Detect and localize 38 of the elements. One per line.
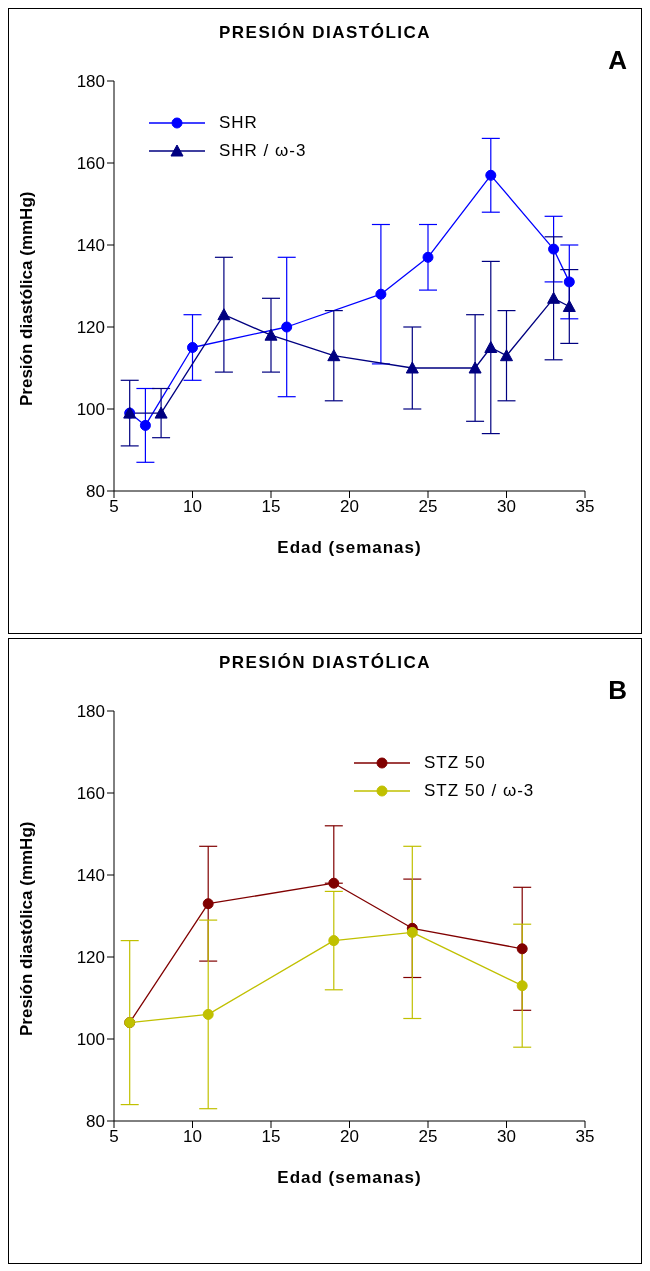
y-tick-label: 160 — [76, 154, 105, 174]
legend-label: STZ 50 / ω-3 — [424, 781, 535, 801]
chart-title: PRESIÓN DIASTÓLICA — [217, 653, 433, 673]
legend-label: SHR / ω-3 — [219, 141, 307, 161]
y-tick-label: 120 — [76, 318, 105, 338]
y-tick-label: 160 — [76, 784, 105, 804]
y-tick-label: 80 — [86, 1112, 105, 1132]
y-tick-label: 180 — [76, 72, 105, 92]
x-tick-label: 30 — [497, 1127, 516, 1147]
text: B — [608, 675, 627, 706]
x-tick-label: 10 — [183, 1127, 202, 1147]
chart-title: PRESIÓN DIASTÓLICA — [217, 23, 433, 43]
x-tick-label: 5 — [109, 497, 119, 517]
y-tick-label: 180 — [76, 702, 105, 722]
y-tick-label: 100 — [76, 1030, 105, 1050]
y-tick-label: 80 — [86, 482, 105, 502]
y-tick-label: 140 — [76, 866, 105, 886]
legend-label: SHR — [219, 113, 258, 133]
x-tick-label: 35 — [575, 497, 595, 517]
x-tick-label: 20 — [340, 1127, 359, 1147]
x-tick-label: 15 — [261, 497, 281, 517]
x-tick-label: 10 — [183, 497, 202, 517]
y-tick-label: 100 — [76, 400, 105, 420]
x-tick-label: 30 — [497, 497, 516, 517]
y-tick-label: 140 — [76, 236, 105, 256]
x-axis-title: Edad (semanas) — [277, 1168, 422, 1187]
legend-label: STZ 50 — [424, 753, 486, 773]
y-tick-label: 120 — [76, 948, 105, 968]
x-tick-label: 20 — [340, 497, 359, 517]
y-axis-title: Presión diastólica (mmHg) — [17, 191, 37, 406]
x-tick-label: 25 — [418, 1127, 438, 1147]
x-tick-label: 25 — [418, 497, 438, 517]
x-tick-label: 5 — [109, 1127, 119, 1147]
y-axis-title: Presión diastólica (mmHg) — [17, 821, 37, 1036]
x-axis-title: Edad (semanas) — [277, 538, 422, 557]
x-tick-label: 15 — [261, 1127, 281, 1147]
x-tick-label: 35 — [575, 1127, 595, 1147]
text: A — [608, 45, 627, 76]
